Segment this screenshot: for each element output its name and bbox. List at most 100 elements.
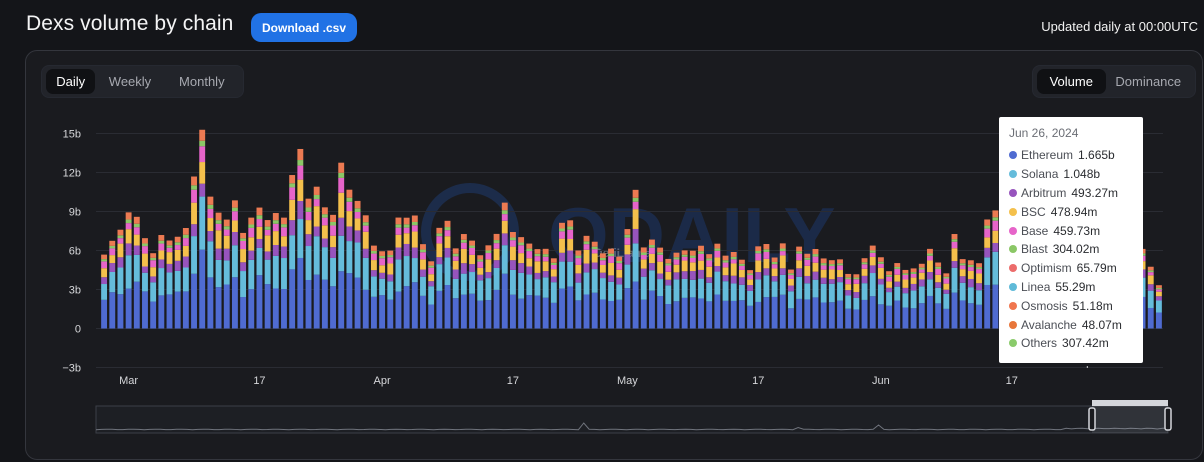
bar-stack[interactable] <box>935 262 942 329</box>
bar-stack[interactable] <box>362 215 369 329</box>
bar-stack[interactable] <box>231 200 238 329</box>
bar-stack[interactable] <box>730 251 737 329</box>
bar-stack[interactable] <box>174 236 181 329</box>
bar-stack[interactable] <box>951 234 958 329</box>
bar-stack[interactable] <box>264 220 271 329</box>
bar-stack[interactable] <box>142 238 148 329</box>
bar-stack[interactable] <box>436 227 443 329</box>
bar-stack[interactable] <box>248 217 255 329</box>
bar-stack[interactable] <box>305 198 312 329</box>
bar-stack[interactable] <box>648 239 655 329</box>
bar-stack[interactable] <box>313 186 320 329</box>
bar-stack[interactable] <box>493 233 500 329</box>
bar-stack[interactable] <box>272 213 279 329</box>
bar-stack[interactable] <box>297 148 304 329</box>
bar-stack[interactable] <box>640 247 647 329</box>
bar-stack[interactable] <box>150 253 157 329</box>
tab-weekly[interactable]: Weekly <box>108 74 152 89</box>
bar-stack[interactable] <box>223 219 230 329</box>
bar-stack[interactable] <box>485 245 492 329</box>
bar-stack[interactable] <box>894 263 901 329</box>
slider-handle[interactable] <box>1088 407 1096 431</box>
bar-stack[interactable] <box>109 240 116 329</box>
tab-daily[interactable]: Daily <box>46 69 96 94</box>
bar-stack[interactable] <box>550 258 557 329</box>
bar-stack[interactable] <box>837 259 843 329</box>
bar-stack[interactable] <box>861 258 868 329</box>
bar-stack[interactable] <box>722 255 729 329</box>
bar-stack[interactable] <box>657 247 664 329</box>
bar-stack[interactable] <box>411 215 418 329</box>
bar-stack[interactable] <box>714 243 721 329</box>
bar-stack[interactable] <box>370 245 377 329</box>
bar-stack[interactable] <box>869 245 876 329</box>
bar-stack[interactable] <box>624 229 631 329</box>
bar-stack[interactable] <box>338 162 345 329</box>
slider-selection[interactable] <box>1092 406 1168 433</box>
bar-stack[interactable] <box>207 196 214 329</box>
bar-stack[interactable] <box>191 176 197 329</box>
bar-stack[interactable] <box>804 253 811 329</box>
tab-dominance[interactable]: Dominance <box>1115 74 1182 89</box>
bar-stack[interactable] <box>984 219 991 329</box>
bar-stack[interactable] <box>665 258 672 329</box>
bar-stack[interactable] <box>845 273 852 329</box>
slider-drag-bar[interactable] <box>1092 400 1168 406</box>
bar-stack[interactable] <box>117 229 124 329</box>
bar-stack[interactable] <box>428 261 435 329</box>
bar-stack[interactable] <box>575 250 582 329</box>
bar-stack[interactable] <box>101 254 108 329</box>
bar-stack[interactable] <box>771 257 778 329</box>
bar-stack[interactable] <box>182 228 189 329</box>
bar-stack[interactable] <box>420 244 426 329</box>
bar-stack[interactable] <box>559 222 565 329</box>
bar-stack[interactable] <box>281 217 287 329</box>
bar-stack[interactable] <box>240 232 247 329</box>
bar-stack[interactable] <box>469 240 475 329</box>
bar-stack[interactable] <box>452 248 459 329</box>
bar-stack[interactable] <box>796 246 803 329</box>
bar-stack[interactable] <box>158 235 165 329</box>
bar-stack[interactable] <box>689 250 696 329</box>
bar-stack[interactable] <box>747 270 754 329</box>
bar-stack[interactable] <box>976 263 982 329</box>
bar-stack[interactable] <box>591 241 598 329</box>
bar-stack[interactable] <box>526 243 533 329</box>
bar-stack[interactable] <box>379 251 386 329</box>
tab-volume[interactable]: Volume <box>1037 69 1106 94</box>
bar-stack[interactable] <box>477 255 484 329</box>
bar-stack[interactable] <box>616 256 623 329</box>
bar-stack[interactable] <box>395 217 402 329</box>
bar-stack[interactable] <box>215 212 222 329</box>
bar-stack[interactable] <box>1155 285 1162 329</box>
bar-stack[interactable] <box>886 271 893 329</box>
slider-handle[interactable] <box>1164 407 1172 431</box>
bar-stack[interactable] <box>518 237 525 329</box>
tab-monthly[interactable]: Monthly <box>179 74 225 89</box>
bar-stack[interactable] <box>763 244 770 329</box>
bar-stack[interactable] <box>706 254 713 329</box>
bar-stack[interactable] <box>698 245 704 329</box>
bar-stack[interactable] <box>779 243 786 329</box>
bar-stack[interactable] <box>927 248 933 329</box>
download-csv-button[interactable]: Download .csv <box>251 13 357 42</box>
bar-stack[interactable] <box>673 252 680 329</box>
bar-stack[interactable] <box>608 248 615 329</box>
slider-track[interactable] <box>95 405 1169 434</box>
bar-stack[interactable] <box>166 240 173 329</box>
bar-stack[interactable] <box>738 259 745 329</box>
bar-stack[interactable] <box>387 250 394 329</box>
bar-stack[interactable] <box>354 200 361 329</box>
bar-stack[interactable] <box>812 248 819 329</box>
bar-stack[interactable] <box>681 250 688 329</box>
bar-stack[interactable] <box>632 189 639 329</box>
bar-stack[interactable] <box>788 269 794 329</box>
bar-stack[interactable] <box>125 212 132 329</box>
bar-stack[interactable] <box>133 216 140 329</box>
bar-stack[interactable] <box>943 273 950 329</box>
bar-stack[interactable] <box>199 129 206 329</box>
bar-stack[interactable] <box>256 207 263 329</box>
bar-stack[interactable] <box>599 253 606 329</box>
bar-stack[interactable] <box>1147 266 1154 329</box>
bar-stack[interactable] <box>820 258 827 329</box>
